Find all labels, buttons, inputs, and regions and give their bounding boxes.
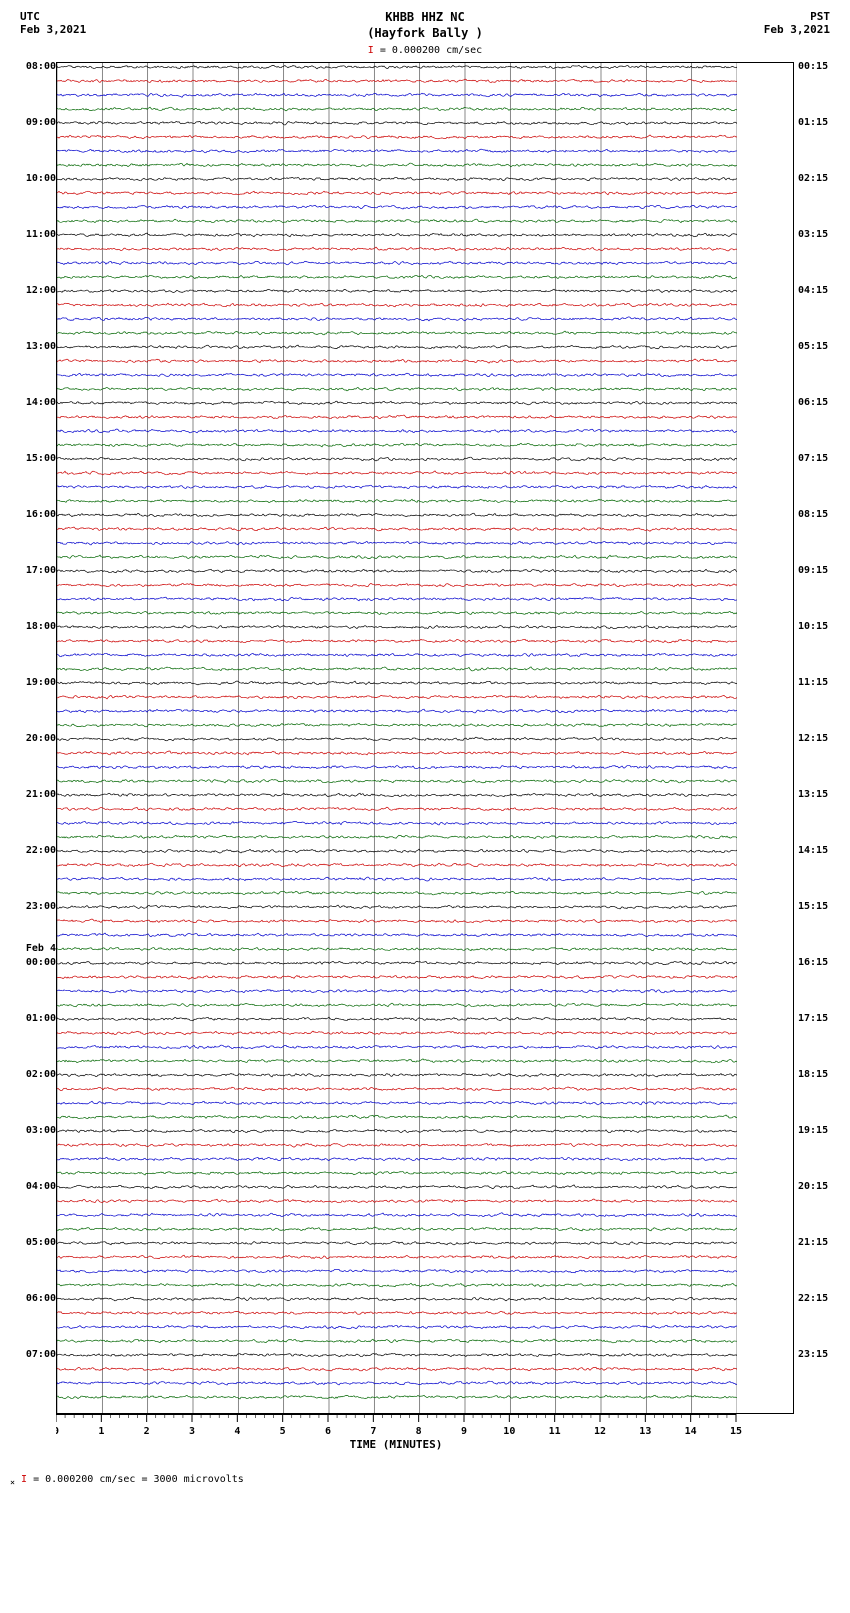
title-block: KHBB HHZ NC (Hayfork Bally ) bbox=[367, 10, 483, 41]
time-label: 11:00 bbox=[10, 229, 56, 240]
time-label: 03:15 bbox=[798, 229, 844, 240]
time-label: 10:15 bbox=[798, 621, 844, 632]
utc-label: UTC bbox=[20, 10, 86, 23]
time-label: 13:00 bbox=[10, 341, 56, 352]
time-label: 12:15 bbox=[798, 733, 844, 744]
time-label: 14:00 bbox=[10, 397, 56, 408]
time-label: 08:15 bbox=[798, 509, 844, 520]
svg-text:0: 0 bbox=[56, 1426, 59, 1437]
pst-date: Feb 3,2021 bbox=[764, 23, 830, 36]
time-label: 07:00 bbox=[10, 1349, 56, 1360]
time-label: 23:15 bbox=[798, 1349, 844, 1360]
time-label: 02:00 bbox=[10, 1069, 56, 1080]
svg-text:12: 12 bbox=[594, 1426, 606, 1437]
svg-text:5: 5 bbox=[280, 1426, 286, 1437]
time-label: 21:00 bbox=[10, 789, 56, 800]
time-label: 19:15 bbox=[798, 1125, 844, 1136]
time-label: 17:00 bbox=[10, 565, 56, 576]
svg-text:13: 13 bbox=[639, 1426, 651, 1437]
svg-text:7: 7 bbox=[370, 1426, 376, 1437]
time-label: 04:15 bbox=[798, 285, 844, 296]
time-label: 09:15 bbox=[798, 565, 844, 576]
footer-sub-icon: × bbox=[10, 1477, 15, 1487]
svg-text:2: 2 bbox=[144, 1426, 150, 1437]
time-label: 18:00 bbox=[10, 621, 56, 632]
time-label: 00:00 bbox=[10, 957, 56, 968]
svg-text:9: 9 bbox=[461, 1426, 467, 1437]
svg-text:1: 1 bbox=[98, 1426, 104, 1437]
time-label: 06:15 bbox=[798, 397, 844, 408]
seismogram-container: UTC Feb 3,2021 KHBB HHZ NC (Hayfork Ball… bbox=[10, 10, 840, 1487]
time-label: 06:00 bbox=[10, 1293, 56, 1304]
right-time-labels: 00:1501:1502:1503:1504:1505:1506:1507:15… bbox=[794, 62, 840, 1412]
time-label: 20:15 bbox=[798, 1181, 844, 1192]
time-label: 15:00 bbox=[10, 453, 56, 464]
time-label: 03:00 bbox=[10, 1125, 56, 1136]
utc-date: Feb 3,2021 bbox=[20, 23, 86, 36]
time-label: 07:15 bbox=[798, 453, 844, 464]
svg-text:8: 8 bbox=[416, 1426, 422, 1437]
time-label: 17:15 bbox=[798, 1013, 844, 1024]
svg-text:4: 4 bbox=[234, 1426, 240, 1437]
pst-label: PST bbox=[764, 10, 830, 23]
svg-text:10: 10 bbox=[503, 1426, 515, 1437]
time-label: 02:15 bbox=[798, 173, 844, 184]
station-subtitle: (Hayfork Bally ) bbox=[367, 26, 483, 42]
x-axis: 0123456789101112131415TIME (MINUTES) bbox=[56, 1414, 794, 1454]
time-label: 22:15 bbox=[798, 1293, 844, 1304]
svg-text:3: 3 bbox=[189, 1426, 195, 1437]
left-time-labels: 08:00 09:00 10:00 11:00 12:00 13:00 14:00 15:00… bbox=[10, 62, 56, 1412]
seismogram-plot bbox=[56, 62, 794, 1414]
svg-text:6: 6 bbox=[325, 1426, 331, 1437]
time-label: 00:15 bbox=[798, 61, 844, 72]
station-title: KHBB HHZ NC bbox=[367, 10, 483, 26]
time-label: Feb 4 bbox=[10, 943, 56, 954]
time-label: 05:15 bbox=[798, 341, 844, 352]
time-label: 13:15 bbox=[798, 789, 844, 800]
time-label: 10:00 bbox=[10, 173, 56, 184]
svg-text:14: 14 bbox=[685, 1426, 697, 1437]
time-label: 11:15 bbox=[798, 677, 844, 688]
svg-text:11: 11 bbox=[549, 1426, 561, 1437]
time-label: 16:15 bbox=[798, 957, 844, 968]
time-label: 18:15 bbox=[798, 1069, 844, 1080]
svg-text:TIME (MINUTES): TIME (MINUTES) bbox=[350, 1438, 443, 1451]
time-label: 01:15 bbox=[798, 117, 844, 128]
scale-label: I = 0.000200 cm/sec bbox=[10, 45, 840, 56]
time-label: 05:00 bbox=[10, 1237, 56, 1248]
time-label: 20:00 bbox=[10, 733, 56, 744]
time-label: 09:00 bbox=[10, 117, 56, 128]
svg-text:15: 15 bbox=[730, 1426, 742, 1437]
header-labels: UTC Feb 3,2021 KHBB HHZ NC (Hayfork Ball… bbox=[10, 10, 840, 41]
footer: × I = 0.000200 cm/sec = 3000 microvolts bbox=[10, 1474, 840, 1487]
time-label: 12:00 bbox=[10, 285, 56, 296]
time-label: 21:15 bbox=[798, 1237, 844, 1248]
time-label: 22:00 bbox=[10, 845, 56, 856]
time-label: 16:00 bbox=[10, 509, 56, 520]
plot-wrapper: 08:00 09:00 10:00 11:00 12:00 13:00 14:00 15:00… bbox=[10, 62, 840, 1414]
right-header: PST Feb 3,2021 bbox=[764, 10, 830, 41]
time-label: 14:15 bbox=[798, 845, 844, 856]
time-label: 08:00 bbox=[10, 61, 56, 72]
time-label: 23:00 bbox=[10, 901, 56, 912]
time-label: 04:00 bbox=[10, 1181, 56, 1192]
left-header: UTC Feb 3,2021 bbox=[20, 10, 86, 41]
time-label: 19:00 bbox=[10, 677, 56, 688]
time-label: 01:00 bbox=[10, 1013, 56, 1024]
time-label: 15:15 bbox=[798, 901, 844, 912]
